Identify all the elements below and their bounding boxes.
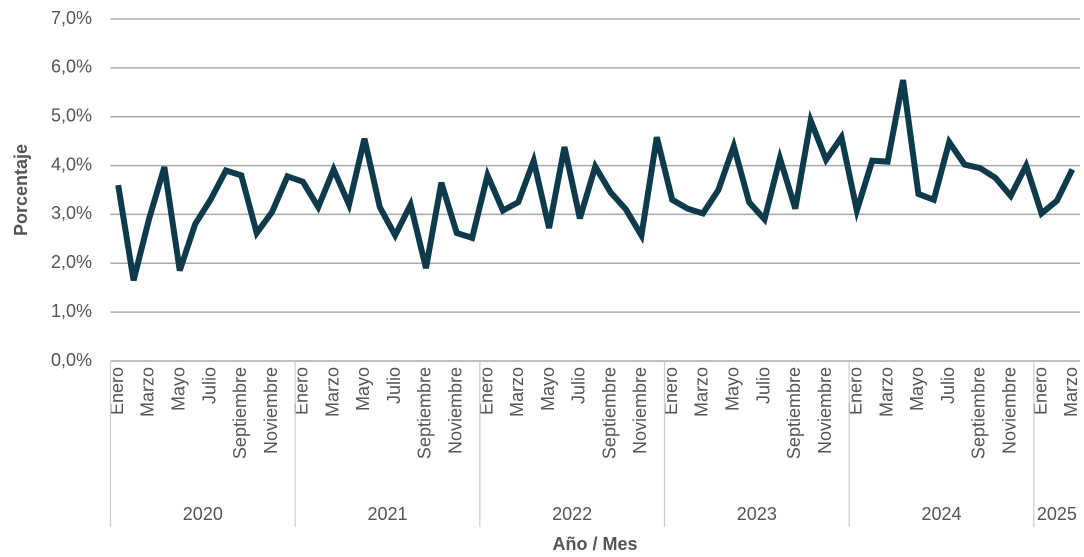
y-tick-label: 1,0% [51,301,92,321]
x-tick-label: Julio [938,367,958,404]
x-tick-label: Mayo [723,367,743,411]
data-line [115,79,1076,282]
x-tick-label: Julio [199,367,219,404]
year-label: 2020 [183,504,223,524]
x-tick-label: Septiembre [784,367,804,459]
x-tick-label: Julio [753,367,773,404]
year-label: 2025 [1037,504,1077,524]
x-tick-label: Septiembre [415,367,435,459]
x-tick-label: Julio [384,367,404,404]
year-label: 2021 [367,504,407,524]
year-label: 2023 [737,504,777,524]
x-tick-label: Mayo [907,367,927,411]
x-tick-label: Enero [846,367,866,415]
x-tick-label: Marzo [138,367,158,417]
y-tick-label: 3,0% [51,203,92,223]
x-tick-label: Noviembre [446,367,466,454]
x-tick-label: Marzo [507,367,527,417]
x-tick-label: Septiembre [969,367,989,459]
x-tick-label: Septiembre [230,367,250,459]
x-tick-label: Enero [661,367,681,415]
y-tick-label: 5,0% [51,105,92,125]
x-tick-label: Mayo [538,367,558,411]
x-tick-label: Noviembre [815,367,835,454]
year-label: 2024 [921,504,961,524]
x-tick-label: Marzo [876,367,896,417]
x-tick-label: Mayo [353,367,373,411]
y-tick-label: 6,0% [51,57,92,77]
x-tick-label: Marzo [322,367,342,417]
x-tick-label: Enero [107,367,127,415]
x-tick-label: Noviembre [261,367,281,454]
y-tick-label: 2,0% [51,252,92,272]
x-tick-label: Noviembre [1000,367,1020,454]
y-axis-title: Porcentaje [11,144,31,236]
x-tick-label: Marzo [1061,367,1081,417]
x-tick-label: Enero [292,367,312,415]
x-tick-label: Marzo [692,367,712,417]
x-tick-label: Mayo [169,367,189,411]
x-tick-label: Septiembre [599,367,619,459]
x-tick-label: Enero [476,367,496,415]
y-tick-label: 4,0% [51,154,92,174]
x-tick-label: Noviembre [630,367,650,454]
x-tick-label: Enero [1030,367,1050,415]
x-tick-label: Julio [569,367,589,404]
year-label: 2022 [552,504,592,524]
y-tick-label: 0,0% [51,350,92,370]
y-tick-label: 7,0% [51,8,92,28]
x-axis-title: Año / Mes [552,534,637,554]
